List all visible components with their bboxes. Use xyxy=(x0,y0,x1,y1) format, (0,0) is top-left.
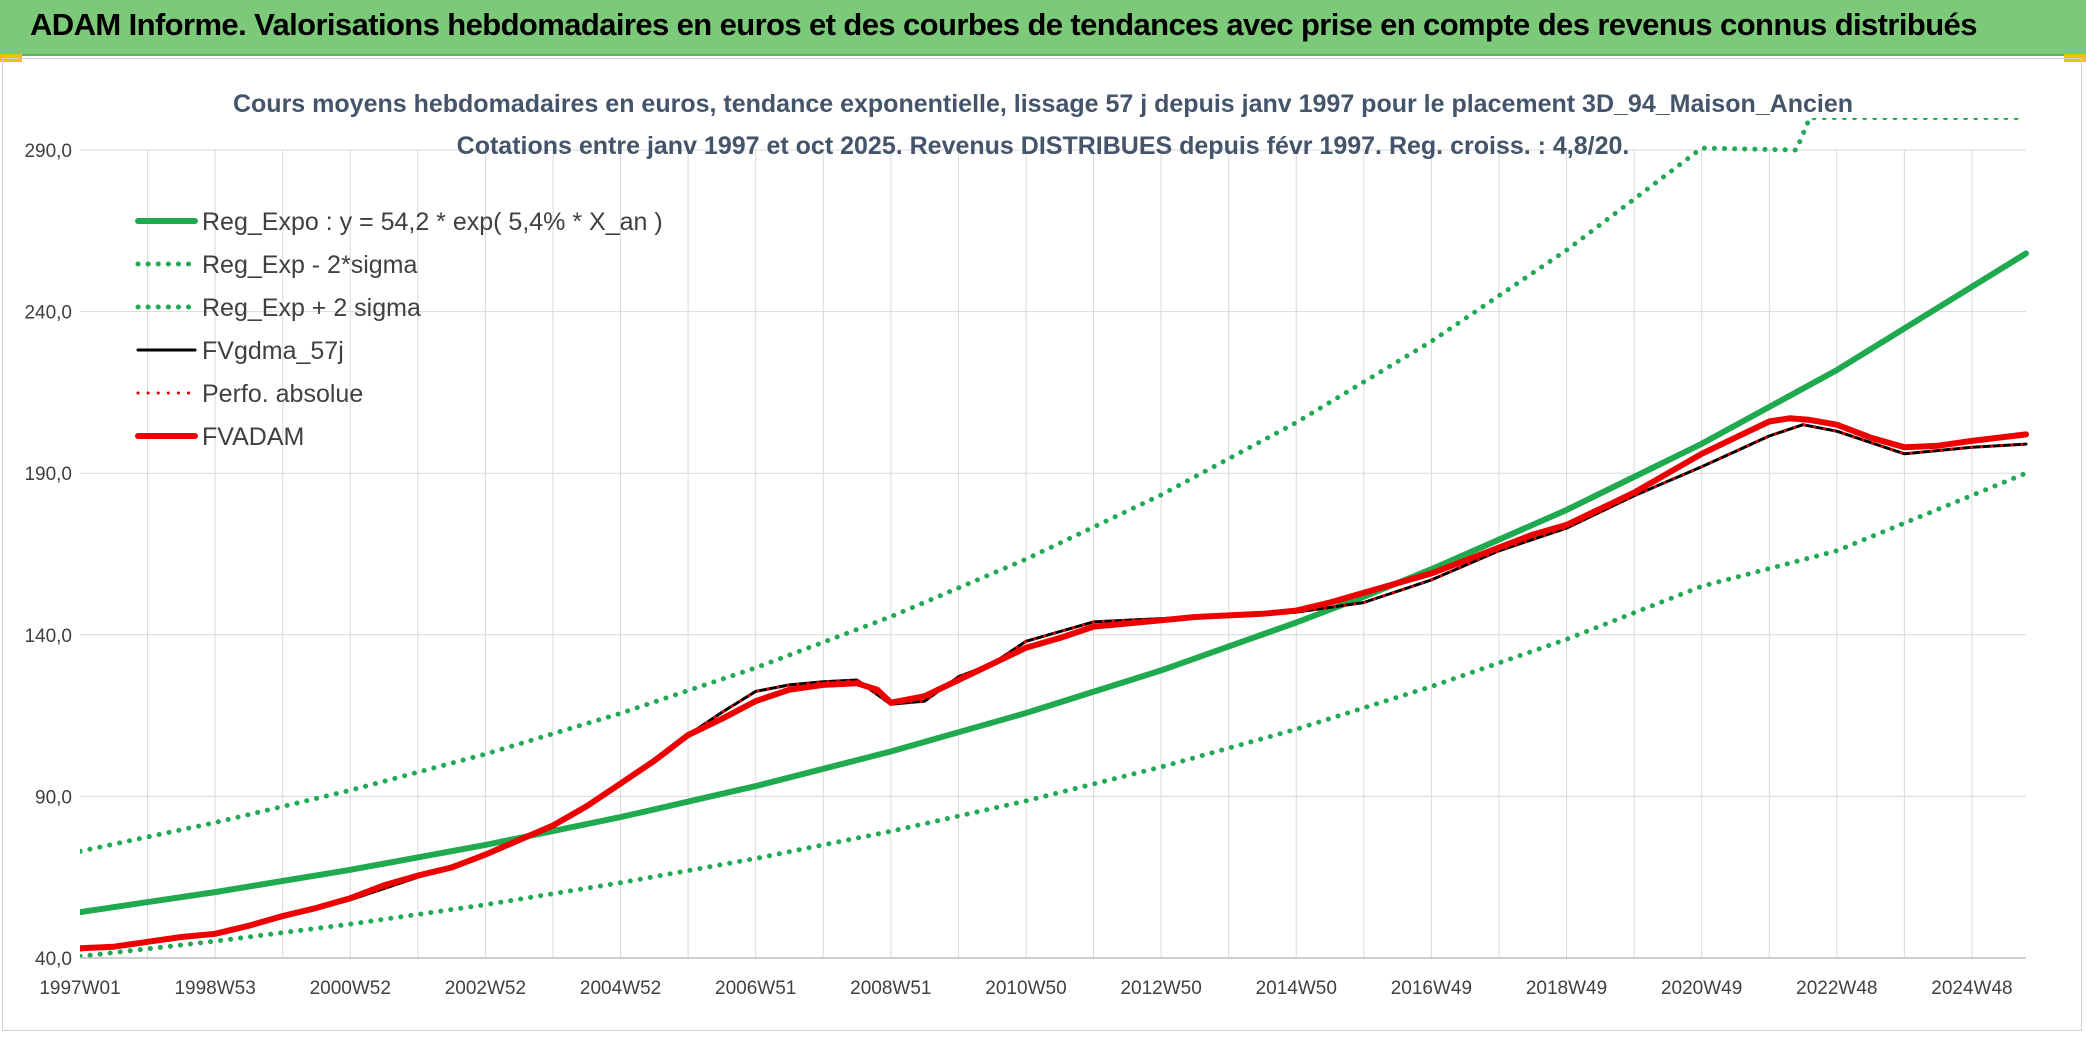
series-line-4 xyxy=(80,423,2028,952)
x-tick-label: 2008W51 xyxy=(850,978,931,999)
x-tick-label: 2010W50 xyxy=(985,978,1066,999)
x-tick-label: 2000W52 xyxy=(310,978,391,999)
y-tick-label: 190,0 xyxy=(24,464,72,485)
x-tick-label: 2004W52 xyxy=(580,978,661,999)
y-tick-label: 40,0 xyxy=(35,949,72,970)
legend-label: FVgdma_57j xyxy=(202,337,344,365)
x-tick-label: 2012W50 xyxy=(1120,978,1201,999)
x-tick-label: 2024W48 xyxy=(1931,978,2012,999)
y-tick-label: 240,0 xyxy=(24,303,72,324)
y-tick-label: 140,0 xyxy=(24,626,72,647)
x-tick-label: 2002W52 xyxy=(445,978,526,999)
legend-label: Reg_Exp + 2 sigma xyxy=(202,294,421,322)
y-tick-label: 290,0 xyxy=(24,141,72,162)
legend-label: Reg_Exp - 2*sigma xyxy=(202,251,417,279)
legend-label: Perfo. absolue xyxy=(202,380,363,408)
legend: Reg_Expo : y = 54,2 * exp( 5,4% * X_an )… xyxy=(135,208,663,451)
chart-subtitle: Cotations entre janv 1997 et oct 2025. R… xyxy=(457,132,1630,160)
series-layer xyxy=(80,118,2029,958)
legend-label: Reg_Expo : y = 54,2 * exp( 5,4% * X_an ) xyxy=(202,208,663,236)
title-banner: ADAM Informe. Valorisations hebdomadaire… xyxy=(0,0,2086,56)
series-line-3 xyxy=(80,423,2028,952)
series-line-5 xyxy=(80,415,2029,952)
x-tick-label: 2006W51 xyxy=(715,978,796,999)
x-tick-label: 2020W49 xyxy=(1661,978,1742,999)
chart-frame xyxy=(2,58,2082,1031)
report-title: ADAM Informe. Valorisations hebdomadaire… xyxy=(30,7,1977,42)
series-line-0 xyxy=(80,250,2029,916)
x-tick-label: 2016W49 xyxy=(1391,978,1472,999)
axis-layer: 40,0 90,0 140,0 190,0 240,0 290,0 1997W01 1998W… xyxy=(24,141,2026,999)
series-line-1 xyxy=(80,470,2029,958)
x-tick-label: 1997W01 xyxy=(39,978,120,999)
x-tick-label: 2014W50 xyxy=(1256,978,1337,999)
x-tick-label: 2022W48 xyxy=(1796,978,1877,999)
x-tick-label: 2018W49 xyxy=(1526,978,1607,999)
y-tick-label: 90,0 xyxy=(35,787,72,808)
x-tick-label: 1998W53 xyxy=(174,978,255,999)
legend-label: FVADAM xyxy=(202,423,304,451)
chart-title: Cours moyens hebdomadaires en euros, ten… xyxy=(233,90,1853,118)
